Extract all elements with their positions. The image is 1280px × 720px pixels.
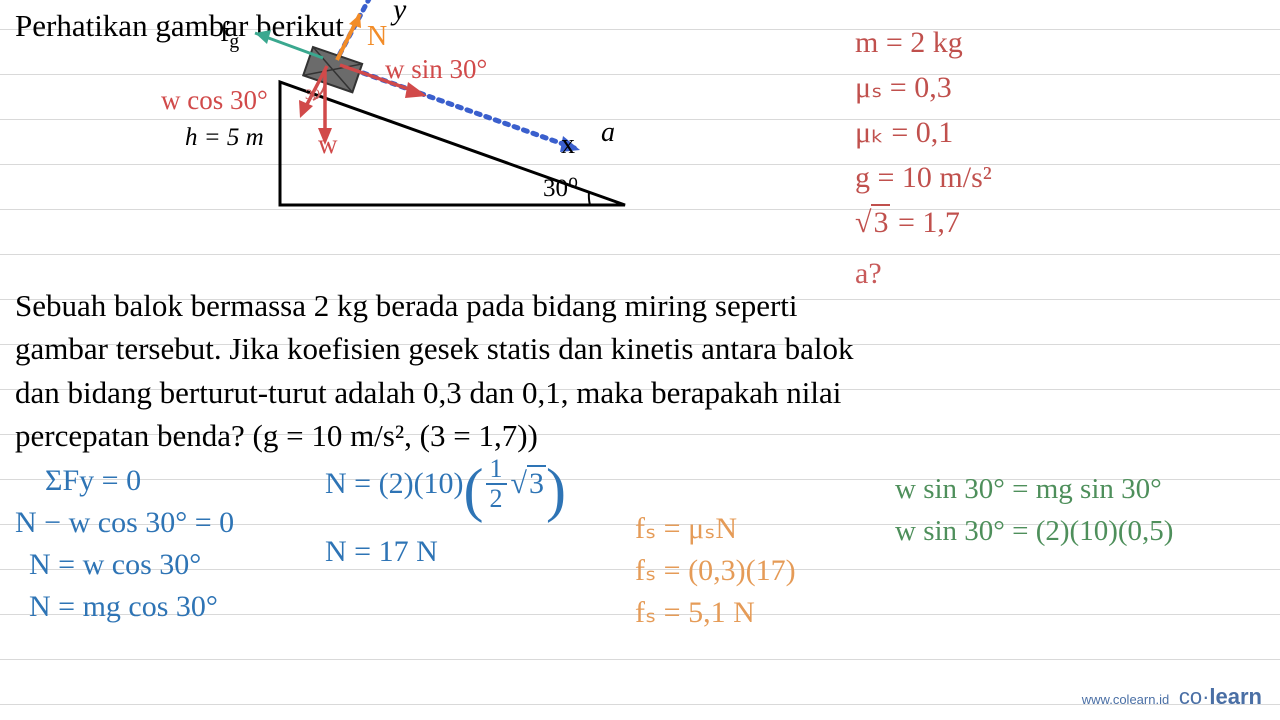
calc-N-numeric: N = (2)(10) ( 1 2 3 ) N = 17 N [325,460,635,634]
h-label: h = 5 m [185,125,264,151]
calc-sumFy: ΣFy = 0 N − w cos 30° = 0 N = w cos 30° … [15,460,325,634]
angle-base-label: 30⁰ [543,176,578,202]
given-g: g = 10 m/s² [855,155,1265,200]
calc-wsin: w sin 30° = mg sin 30° w sin 30° = (2)(1… [895,460,1265,634]
wcos-label: w cos 30° [161,86,268,114]
fg-label: fg [220,18,239,53]
problem-statement: Sebuah balok bermassa 2 kg berada pada b… [15,284,855,458]
calc-fs: fₛ = μₛN fₛ = (0,3)(17) fₛ = 5,1 N [635,460,895,634]
a-label: a [601,118,615,147]
N-label: N [367,22,387,51]
given-values: m = 2 kg μₛ = 0,3 μₖ = 0,1 g = 10 m/s² 3… [825,10,1265,296]
footer-branding: www.colearn.id co·learn [1082,684,1262,710]
given-sqrt3: 3 = 1,7 [855,200,1265,245]
y-axis-label: y [393,0,406,26]
wsin-label: w sin 30° [385,55,487,83]
given-m: m = 2 kg [855,20,1265,65]
angle-small-label: 30 [305,88,320,104]
x-axis-label: x [561,130,575,159]
given-muk: μₖ = 0,1 [855,110,1265,155]
w-label: w [318,130,338,158]
fbd-diagram: y x a N fg w sin 30° w cos 30° w h = 5 m… [225,0,715,210]
given-mus: μₛ = 0,3 [855,65,1265,110]
asked-value: a? [855,251,1265,296]
